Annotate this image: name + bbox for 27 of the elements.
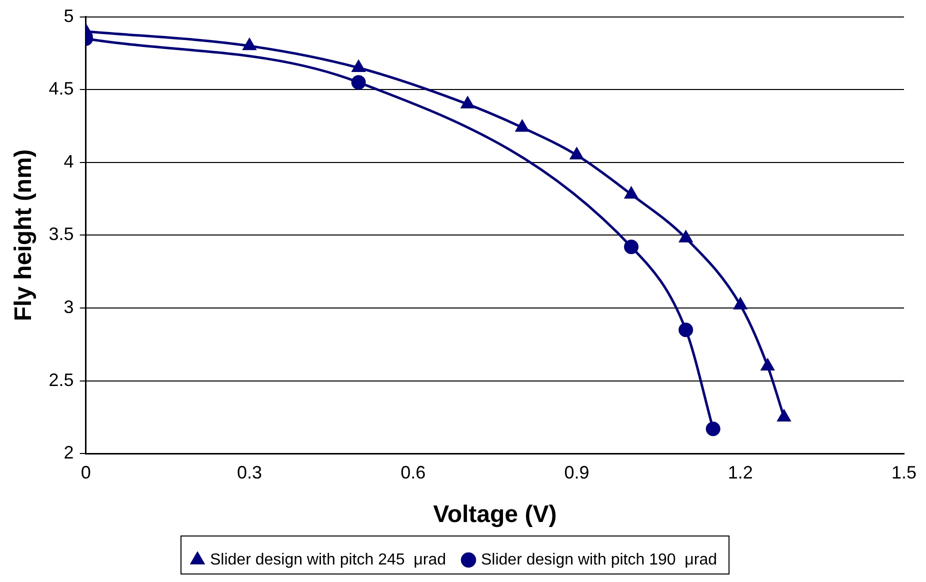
point [778, 410, 790, 422]
y-tick-label: 3.5 [48, 224, 74, 244]
point [461, 96, 474, 108]
x-axis-title: Voltage (V) [433, 501, 557, 528]
point [734, 298, 747, 310]
x-tick-label: 0.3 [236, 462, 262, 482]
y-tick-label: 2.5 [48, 370, 74, 390]
point [624, 187, 638, 199]
x-tick-label: 1.5 [891, 462, 917, 482]
y-tick-label: 2 [64, 442, 74, 463]
point [570, 148, 584, 160]
y-tick-label: 4 [64, 151, 74, 172]
point [761, 358, 774, 370]
x-tick-label: 0.9 [564, 462, 590, 482]
y-tick-label: 4.5 [48, 78, 74, 99]
point [516, 120, 529, 132]
y-tick-label: 3 [64, 296, 74, 317]
y-axis-title: Fly height (nm) [10, 149, 38, 322]
point [679, 230, 692, 242]
x-tick-label: 0.6 [400, 462, 426, 482]
point [352, 60, 365, 72]
legend-label: Slider design with pitch 245 μrad [210, 551, 446, 568]
point [243, 38, 256, 50]
x-tick-label: 0 [80, 462, 91, 482]
y-tick-label: 5 [64, 6, 74, 26]
x-tick-label: 1.2 [728, 462, 753, 482]
legend-label: Slider design with pitch 190 μrad [481, 551, 718, 568]
